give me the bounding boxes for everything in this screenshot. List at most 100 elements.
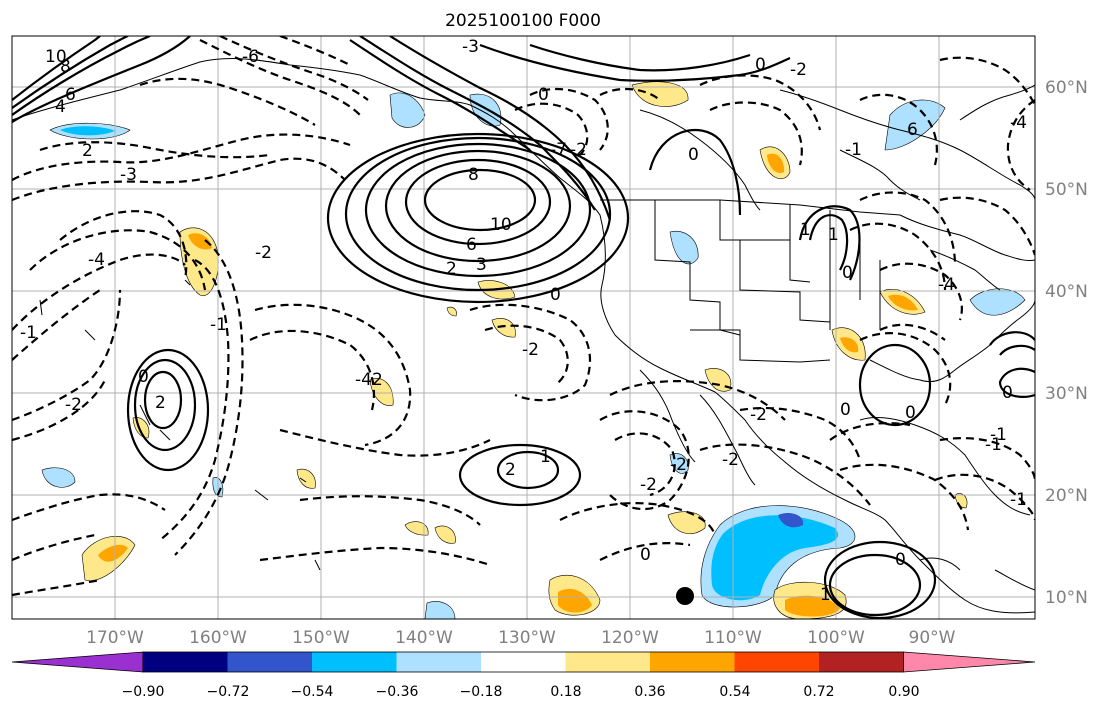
colorbar-tick-label: −0.72 <box>207 684 250 700</box>
contour-label: 8 <box>60 57 71 77</box>
contour-label: 0 <box>905 403 916 423</box>
shade-cyan-gulf-alaska <box>60 126 115 136</box>
shade-yellow-pac-4 <box>434 525 456 544</box>
contour-hawaii-0 <box>126 348 210 472</box>
lon-label: 140°W <box>395 628 453 648</box>
latitude-labels: 60°N 50°N 40°N 30°N 20°N 10°N <box>1045 78 1088 608</box>
colorbar-segment <box>396 652 481 672</box>
contour-label: 0 <box>755 55 766 75</box>
contour-label: 2 <box>505 460 516 480</box>
shade-orange-hawaii-north <box>188 233 212 250</box>
contour-label: 0 <box>1002 383 1013 403</box>
contour-label: 0 <box>842 263 853 283</box>
colorbar-segment <box>312 652 397 672</box>
lon-label: 120°W <box>601 628 659 648</box>
shade-orange-great-lakes <box>888 294 918 311</box>
lon-label: 160°W <box>189 628 247 648</box>
lon-label: 130°W <box>498 628 556 648</box>
contour-label: 1 <box>540 447 551 467</box>
storm-marker <box>676 587 694 605</box>
colorbar-tick-label: −0.90 <box>122 684 165 700</box>
colorbar-segment <box>481 652 566 672</box>
shade-navy-mexico <box>778 513 804 528</box>
shade-orange-southwest <box>98 544 128 562</box>
contour-sm-1 <box>828 553 922 617</box>
lat-label: 10°N <box>1045 588 1088 608</box>
contour-label: 8 <box>468 165 479 185</box>
contour-label-group: 10 8 10 6 2 3 0 8 6 4 2 -3 -3 -6 -2 -4 -… <box>20 37 1027 605</box>
contour-label: -2 <box>670 455 687 475</box>
map-panel: 10 8 10 6 2 3 0 8 6 4 2 -3 -3 -6 -2 -4 -… <box>12 36 1035 619</box>
colorbar-tick-label: 0.72 <box>803 684 834 700</box>
lon-label: 110°W <box>704 628 762 648</box>
contour-label: -4 <box>355 370 372 390</box>
contour-label: 0 <box>538 85 549 105</box>
lon-label: 100°W <box>807 628 865 648</box>
contour-label: 2 <box>372 370 383 390</box>
contour-label: 3 <box>476 255 487 275</box>
shade-orange-manitoba-core <box>767 153 785 174</box>
colorbar-tick-label: −0.18 <box>460 684 503 700</box>
contour-label: 2 <box>446 259 457 279</box>
contour-label: -3 <box>462 37 479 57</box>
contour-label: -7 <box>550 140 567 160</box>
shade-yellow-yukon <box>631 81 689 107</box>
contour-label: -2 <box>65 395 82 415</box>
shade-orange-south-mexico <box>785 595 840 617</box>
contour-label: 2 <box>155 393 166 413</box>
contour-hawaii-1 <box>133 358 197 452</box>
shade-orange-tennessee <box>840 337 859 353</box>
contour-lines <box>12 36 1035 619</box>
shade-blue-bc-coast <box>389 92 426 128</box>
shade-orange-east-pac <box>558 588 592 613</box>
contour-label: 6 <box>65 85 76 105</box>
contour-label: 4 <box>55 97 66 117</box>
contour-label: -1 <box>1010 490 1027 510</box>
shade-yellow-pac-2 <box>296 468 316 489</box>
contour-label: -1 <box>985 435 1002 455</box>
contour-label: 0 <box>640 545 651 565</box>
colorbar-tick-label: 0.90 <box>888 684 919 700</box>
contour-high-8 <box>404 158 552 246</box>
colorbar-segment <box>227 652 312 672</box>
contour-label: 10 <box>490 215 512 235</box>
contour-label: 10 <box>45 47 67 67</box>
lat-label: 50°N <box>1045 180 1088 200</box>
lat-label: 40°N <box>1045 282 1088 302</box>
contour-label: -2 <box>750 405 767 425</box>
colorbar-tick-label: −0.54 <box>291 684 334 700</box>
contour-label: 0 <box>138 367 149 387</box>
colorbar: −0.90 −0.72 −0.54 −0.36 −0.18 0.18 0.36 … <box>11 651 1036 700</box>
lon-label: 170°W <box>86 628 144 648</box>
shade-blue-west-pac <box>41 467 76 488</box>
contour-label: 0 <box>840 400 851 420</box>
gridlines <box>12 36 1035 619</box>
colorbar-segments <box>11 651 1036 673</box>
colorbar-segment <box>734 652 819 672</box>
contour-label: 1 <box>800 220 811 240</box>
contour-label: -1 <box>845 140 862 160</box>
shade-yellow-offshore-2 <box>491 318 516 338</box>
coastlines <box>12 58 1035 614</box>
contour-high-2 <box>344 136 612 292</box>
contour-label: 0 <box>895 550 906 570</box>
contour-label: 6 <box>907 120 918 140</box>
colorbar-tick-labels: −0.90 −0.72 −0.54 −0.36 −0.18 0.18 0.36 … <box>122 684 920 700</box>
contour-label: 1 <box>828 225 839 245</box>
colorbar-tick-label: 0.18 <box>550 684 581 700</box>
colorbar-tick-label: 0.36 <box>634 684 665 700</box>
colorbar-segment <box>650 652 735 672</box>
shade-cyan-mexico <box>711 515 839 601</box>
contour-label: -1 <box>210 315 227 335</box>
contour-label: -2 <box>255 243 272 263</box>
colorbar-extend-low <box>11 651 144 673</box>
shade-yellow-pac-3 <box>404 521 429 536</box>
colorbar-extend-high <box>903 651 1036 673</box>
shade-orange-sw-coast <box>446 306 457 317</box>
contour-label: -2 <box>522 340 539 360</box>
contour-label: 0 <box>550 285 561 305</box>
lat-label: 60°N <box>1045 78 1088 98</box>
shade-blue-pac-south <box>424 601 456 619</box>
shade-blue-hudson <box>884 99 946 151</box>
lat-label: 30°N <box>1045 384 1088 404</box>
